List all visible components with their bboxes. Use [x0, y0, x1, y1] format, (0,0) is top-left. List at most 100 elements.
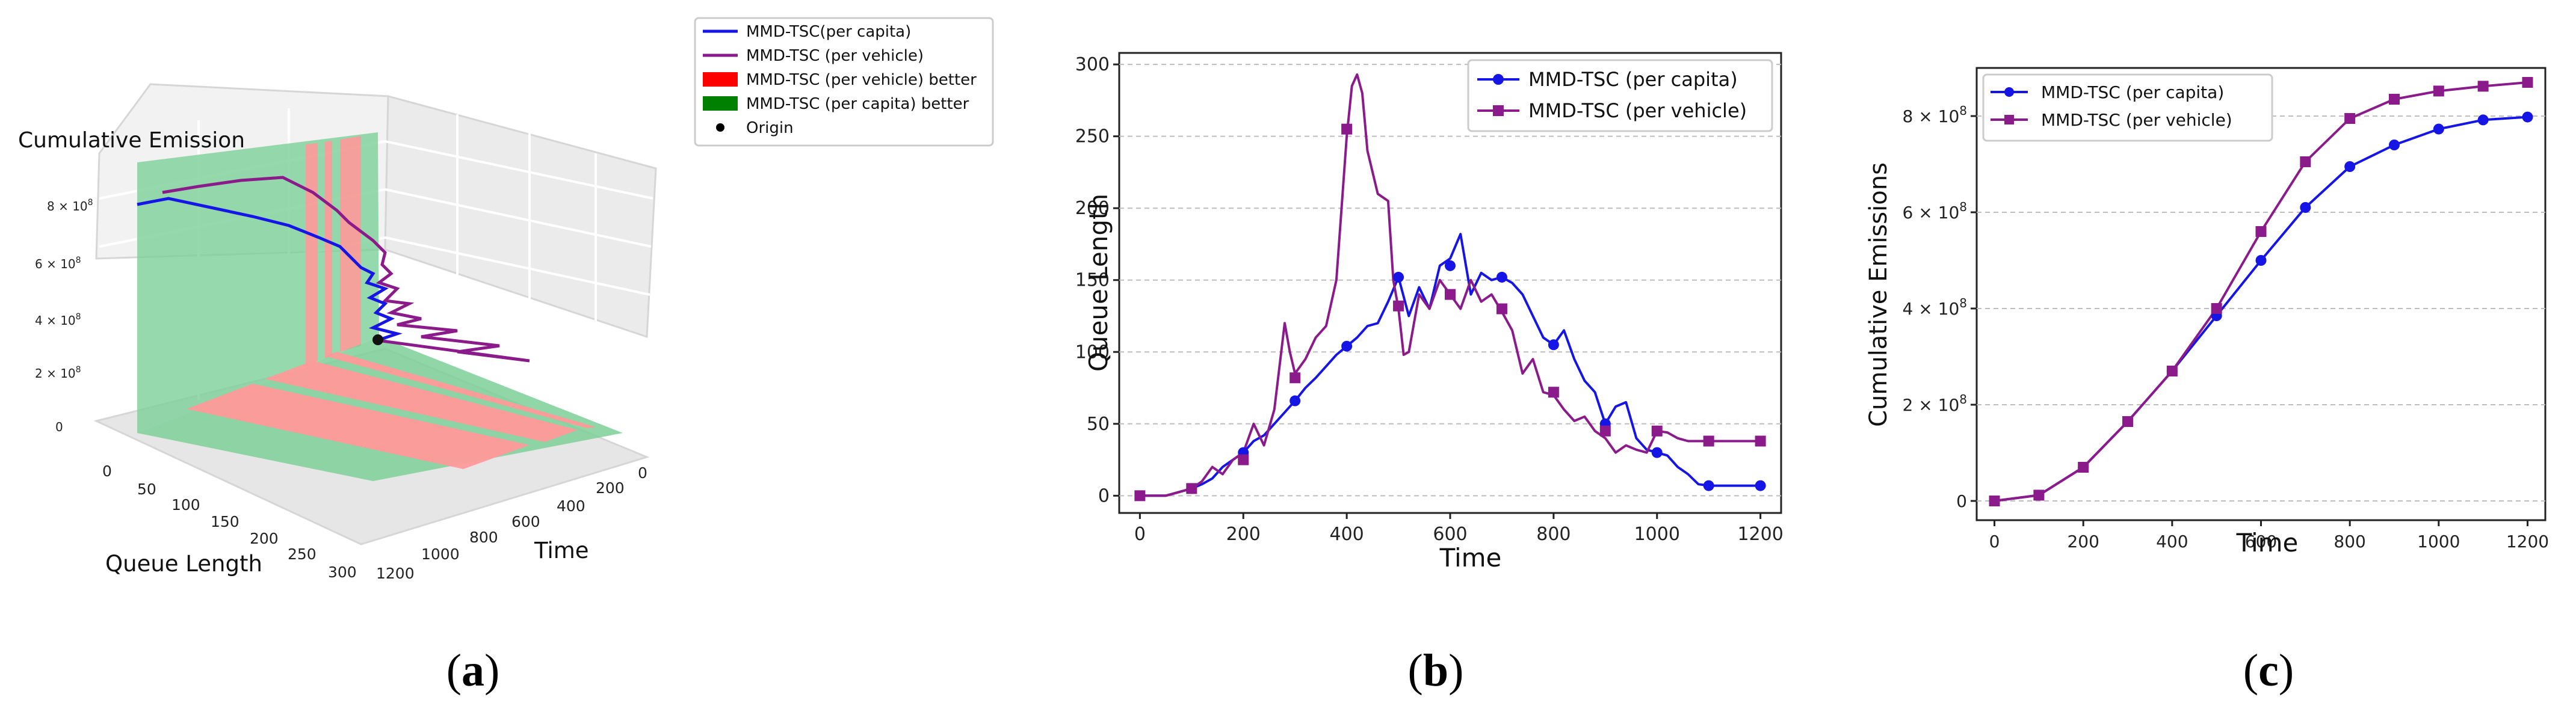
ytick-label-c-2: 4 × 108 [1903, 296, 1967, 319]
data-point-c-per-vehicle-12 [2522, 77, 2533, 88]
z-axis: 0 2 × 108 4 × 108 6 × 108 8 × 108 [35, 198, 93, 434]
data-point-b-per-capita-2 [1290, 395, 1301, 407]
caption-b: (b) [1408, 645, 1464, 696]
legend-b-frame [1467, 59, 1773, 132]
legend-a-label-red: MMD-TSC (per vehicle) better [746, 71, 977, 89]
legend-b-marker-capita [1493, 74, 1504, 85]
ytick-label-b-5: 250 [1075, 126, 1110, 147]
queue-tick-0: 0 [102, 462, 112, 480]
queue-tick-2: 100 [171, 496, 200, 514]
legend-a-frame [694, 17, 994, 147]
ytick-label-b-1: 50 [1087, 414, 1110, 435]
x-axis-title-b: Time [1439, 543, 1502, 572]
legend-a-label-capita: MMD-TSC(per capita) [746, 23, 911, 41]
data-point-b-per-vehicle-11 [1703, 435, 1714, 447]
legend-a-swatch-red [703, 72, 738, 87]
data-point-c-per-capita-6 [2255, 255, 2267, 266]
z-tick-2: 4 × 108 [35, 312, 81, 328]
data-point-b-per-vehicle-4 [1341, 123, 1353, 135]
time-axis-title: Time [534, 538, 589, 563]
time-tick-0: 0 [638, 464, 647, 482]
ytick-label-b-6: 300 [1075, 54, 1110, 75]
ytick-label-b-0: 0 [1098, 485, 1110, 506]
back-pane-right [384, 95, 657, 339]
xtick-label-b-4: 800 [1536, 524, 1571, 545]
legend-a: MMD-TSC(per capita) MMD-TSC (per vehicle… [694, 17, 994, 147]
data-point-c-per-vehicle-2 [2078, 462, 2089, 473]
xtick-label-c-2: 400 [2156, 532, 2188, 551]
legend-a-swatch-origin [716, 123, 724, 132]
ytick-label-c-0: 0 [1956, 491, 1967, 511]
legend-b-label-capita: MMD-TSC (per capita) [1528, 68, 1738, 91]
data-point-c-per-capita-8 [2344, 161, 2356, 172]
data-point-c-per-vehicle-0 [1989, 496, 2000, 506]
panel-c-cumulative-emissions-chart: 0 2 × 108 4 × 108 6 × 108 8 × 108 0 200 400 600… [1865, 67, 2549, 696]
grid-b [1119, 64, 1781, 497]
data-point-c-per-vehicle-1 [2033, 490, 2045, 501]
data-point-b-per-vehicle-12 [1755, 435, 1766, 447]
y-ticks-c: 0 2 × 108 4 × 108 6 × 108 8 × 108 [1903, 103, 1977, 511]
series-line-b-per-vehicle [1140, 73, 1761, 497]
green-vertical-surface [137, 132, 379, 433]
data-point-b-per-vehicle-5 [1393, 300, 1404, 312]
ytick-label-b-4: 200 [1075, 198, 1110, 219]
ytick-label-c-4: 8 × 108 [1903, 103, 1967, 126]
origin-point [372, 334, 383, 345]
queue-tick-1: 50 [137, 480, 156, 498]
data-point-c-per-capita-9 [2388, 140, 2400, 150]
data-point-c-per-vehicle-11 [2477, 81, 2489, 92]
data-point-c-per-vehicle-5 [2211, 303, 2222, 314]
time-tick-2: 400 [557, 497, 585, 515]
data-point-b-per-capita-11 [1755, 480, 1766, 491]
xtick-label-b-2: 400 [1329, 524, 1364, 545]
z-tick-4: 8 × 108 [47, 198, 93, 213]
queue-tick-4: 200 [250, 530, 279, 547]
panel-b-queue-length-chart: 0 50 100 150 200 250 300 0 200 400 600 800 1000 1200… [1075, 52, 1784, 696]
series-markers-c [1989, 77, 2533, 506]
x-ticks-b: 0 200 400 600 800 1000 1200 [1134, 513, 1784, 545]
data-point-b-per-capita-9 [1651, 447, 1663, 458]
queue-axis: 0 50 100 150 200 250 300 [102, 462, 357, 581]
legend-a-label-green: MMD-TSC (per capita) better [746, 95, 969, 113]
data-point-b-per-vehicle-3 [1290, 372, 1301, 384]
series-lines-c [1994, 81, 2528, 502]
data-point-c-per-vehicle-9 [2388, 94, 2400, 105]
legend-b-label-vehicle: MMD-TSC (per vehicle) [1528, 99, 1747, 122]
legend-a-label-vehicle: MMD-TSC (per vehicle) [746, 47, 924, 65]
ytick-label-b-3: 150 [1075, 270, 1110, 291]
xtick-label-b-6: 1200 [1737, 524, 1783, 545]
legend-b: MMD-TSC (per capita) MMD-TSC (per vehicl… [1467, 59, 1773, 132]
data-point-b-per-capita-4 [1393, 271, 1404, 283]
y-axis-title-c: Cumulative Emissions [1865, 162, 1892, 427]
z-tick-1: 2 × 108 [35, 365, 81, 381]
xtick-label-b-3: 600 [1433, 524, 1467, 545]
legend-c: MMD-TSC (per capita) MMD-TSC (per vehicl… [1982, 73, 2273, 142]
xtick-label-b-5: 1000 [1634, 524, 1680, 545]
data-point-c-per-vehicle-7 [2300, 156, 2311, 167]
red-vertical-bands [306, 136, 361, 366]
data-point-c-per-vehicle-4 [2166, 366, 2178, 376]
caption-c: (c) [2243, 645, 2294, 696]
z-tick-0: 0 [55, 420, 63, 434]
ytick-label-c-3: 6 × 108 [1903, 200, 1967, 223]
time-tick-6: 1200 [376, 565, 415, 582]
data-point-b-per-vehicle-6 [1445, 289, 1456, 300]
time-tick-3: 600 [511, 513, 540, 530]
legend-a-swatch-green [703, 96, 738, 111]
data-point-b-per-capita-5 [1445, 260, 1456, 271]
ytick-label-b-2: 100 [1075, 342, 1110, 363]
queue-tick-3: 150 [211, 513, 239, 530]
z-axis-title: Cumulative Emission [18, 128, 245, 153]
data-point-b-per-capita-7 [1548, 339, 1559, 351]
x-ticks-c: 0 200 400 600 800 1000 1200 [1989, 520, 2549, 551]
xtick-label-b-1: 200 [1226, 524, 1261, 545]
legend-a-label-origin: Origin [746, 119, 794, 137]
data-point-c-per-capita-11 [2477, 114, 2489, 126]
legend-c-label-capita: MMD-TSC (per capita) [2041, 82, 2224, 102]
panel-a-3d-plot: 0 2 × 108 4 × 108 6 × 108 8 × 108 Cumula… [18, 17, 994, 696]
data-point-b-per-capita-3 [1341, 340, 1353, 352]
y-ticks-b: 0 50 100 150 200 250 300 [1075, 54, 1119, 506]
time-tick-1: 200 [596, 479, 625, 497]
data-point-c-per-capita-10 [2433, 123, 2444, 135]
